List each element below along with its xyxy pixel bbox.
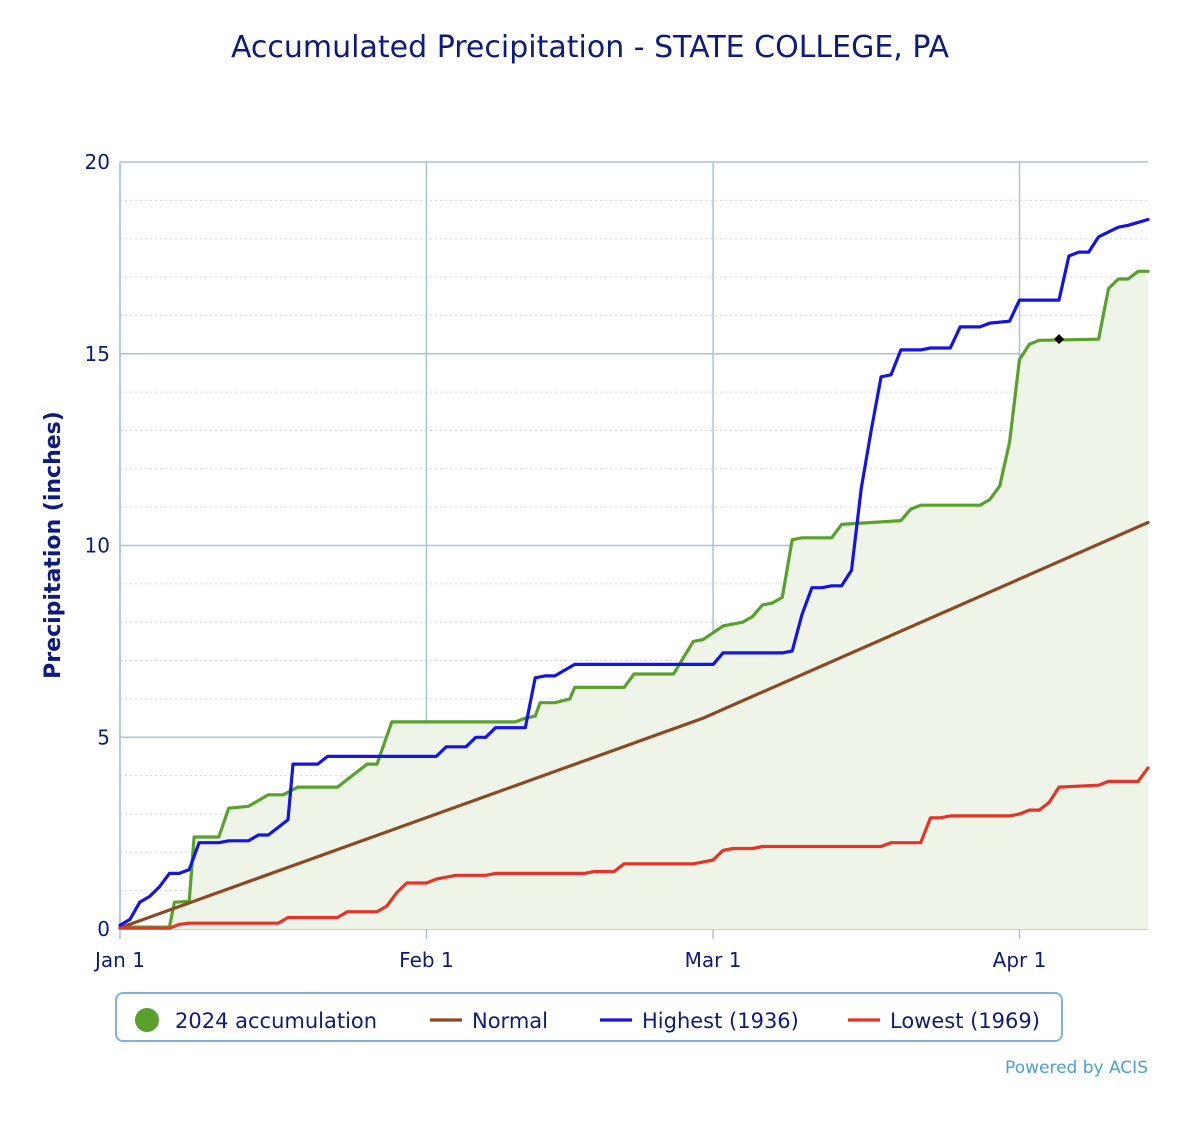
legend-box xyxy=(115,992,1063,1042)
y-tick-label: 20 xyxy=(85,150,110,174)
series-line-0 xyxy=(118,269,1150,929)
x-tick-label: Feb 1 xyxy=(399,948,454,972)
chart-title: Accumulated Precipitation - STATE COLLEG… xyxy=(231,30,950,65)
x-tick-label: Apr 1 xyxy=(993,948,1047,972)
series-line-3 xyxy=(118,766,1150,930)
y-tick-label: 5 xyxy=(97,725,110,749)
legend-label[interactable]: 2024 accumulation xyxy=(175,1009,377,1033)
y-tick-label: 10 xyxy=(85,534,110,558)
legend-label[interactable]: Lowest (1969) xyxy=(890,1009,1040,1033)
x-tick-label: Jan 1 xyxy=(93,948,145,972)
series-line-1 xyxy=(118,520,1150,930)
legend-label[interactable]: Normal xyxy=(472,1009,548,1033)
plot-area: 0 5 10 15 20 Jan 1 Feb 1 Mar 1 Apr 1 xyxy=(85,150,1150,972)
y-tick-label: 15 xyxy=(85,342,110,366)
y-tick-label: 0 xyxy=(97,917,110,941)
legend-marker-circle xyxy=(135,1008,159,1032)
legend-label[interactable]: Highest (1936) xyxy=(642,1009,799,1033)
legend[interactable]: 2024 accumulation Normal Highest (1936) Low… xyxy=(115,992,1063,1042)
y-axis-label: Precipitation (inches) xyxy=(41,411,66,679)
x-tick-label: Mar 1 xyxy=(685,948,742,972)
diamond-marker xyxy=(1054,334,1065,345)
credit-link[interactable]: Powered by ACIS xyxy=(1005,1058,1148,1078)
series-line-2 xyxy=(118,217,1150,927)
